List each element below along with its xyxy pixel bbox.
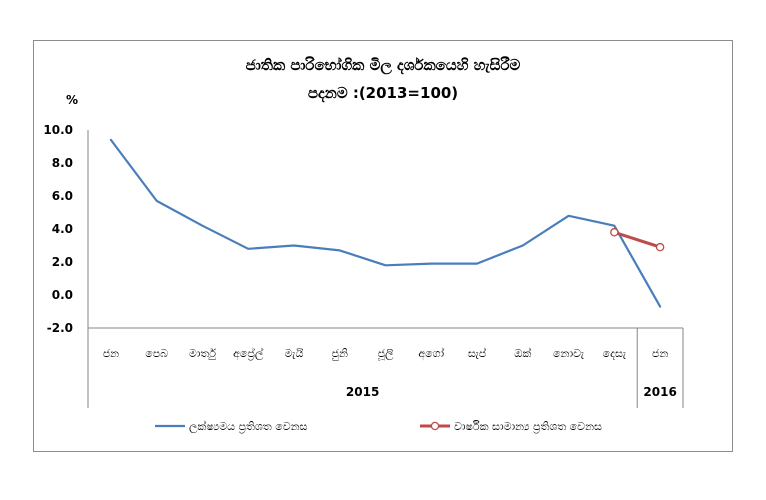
x-category-label: පෙබ xyxy=(145,347,168,360)
x-category-label: අගෝ xyxy=(418,346,444,361)
y-tick-label: 6.0 xyxy=(52,189,73,203)
legend-label-0: ලක්ෂ්‍යමය ප්‍රතිශත වෙනස xyxy=(189,419,308,434)
chart-axes xyxy=(87,130,684,408)
chart-legend: ලක්ෂ්‍යමය ප්‍රතිශත වෙනස වාර්ෂික සාමාන්‍ය … xyxy=(155,419,602,434)
x-year-label: 2016 xyxy=(643,385,676,399)
y-tick-label: 10.0 xyxy=(43,123,73,137)
series-point-1 xyxy=(655,242,665,252)
y-tick-label: 4.0 xyxy=(52,222,73,236)
x-category-label: ඔක් xyxy=(514,346,531,360)
y-axis-ticks: 10.0 8.0 6.0 4.0 2.0 0.0 -2.0 xyxy=(43,123,73,335)
y-tick-label: 0.0 xyxy=(52,288,73,302)
y-axis-unit-label: % xyxy=(66,93,78,107)
series-layer xyxy=(109,138,665,308)
series-point-1 xyxy=(610,228,619,237)
x-axis-year-labels: 2015 2016 xyxy=(346,385,677,399)
x-category-label: ජන xyxy=(652,347,668,360)
x-axis-category-labels: ජන පෙබ මාර්තු අප්‍රේල් මැයි ජුනි ජූලි අගෝ සැප් ඔක… xyxy=(103,346,669,361)
x-category-label: නොවැ xyxy=(553,347,585,360)
chart-frame xyxy=(33,40,733,452)
x-category-label: මැයි xyxy=(285,347,304,360)
legend-marker-1 xyxy=(430,421,440,431)
x-category-label: අප්‍රේල් xyxy=(233,346,264,361)
chart-title: ජාතික පාරිභෝගික මිල දර්ශකයෙහි හැසිරීම xyxy=(246,56,521,75)
y-tick-label: -2.0 xyxy=(47,321,73,335)
x-category-label: ජූලි xyxy=(377,347,394,361)
x-category-label: දෙසැ xyxy=(603,347,627,360)
y-tick-label: 8.0 xyxy=(52,156,73,170)
x-category-label: මාර්තු xyxy=(189,347,216,360)
x-year-label: 2015 xyxy=(346,385,379,399)
series-line-0 xyxy=(109,138,662,308)
legend-label-1: වාර්ෂික සාමාන්‍ය ප්‍රතිශත වෙනස xyxy=(454,420,602,433)
x-category-label: ජන xyxy=(103,347,119,360)
x-category-label: සැප් xyxy=(468,346,486,360)
chart-subtitle: පදනම :(2013=100) xyxy=(308,84,458,103)
series-line-1 xyxy=(612,230,662,249)
x-category-label: ජුනි xyxy=(332,347,348,360)
y-tick-label: 2.0 xyxy=(52,255,73,269)
